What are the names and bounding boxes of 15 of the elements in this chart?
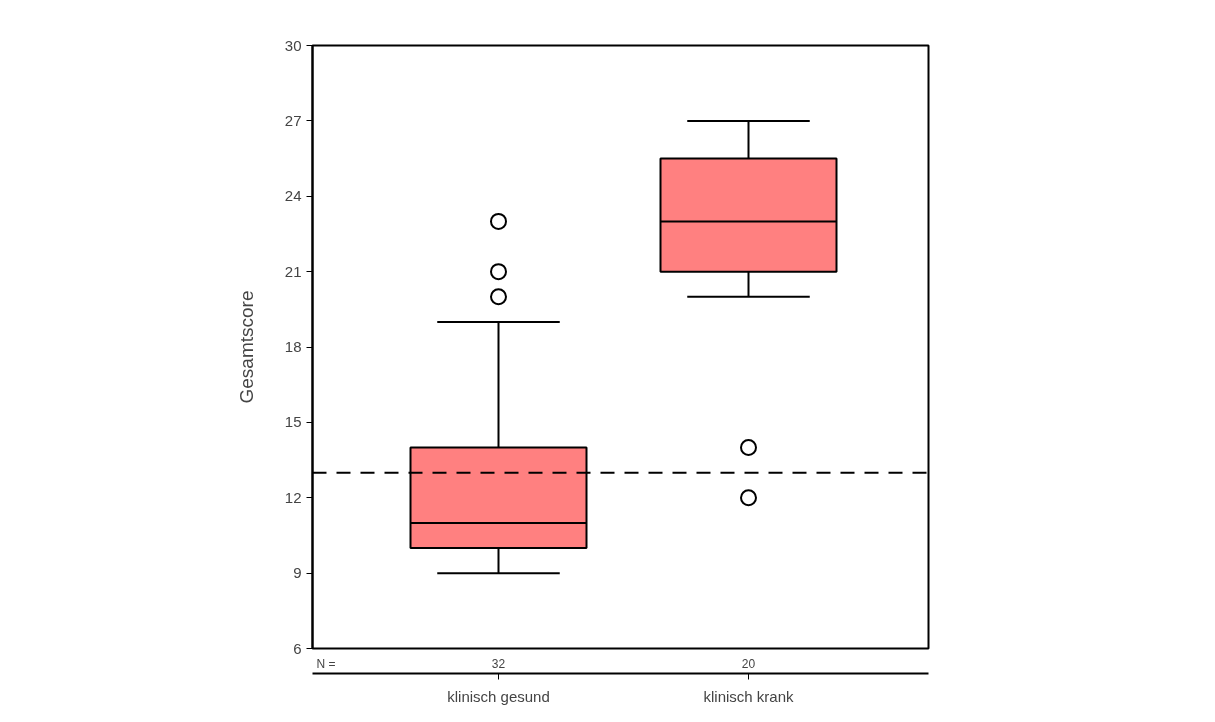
x-tick-label: klinisch krank bbox=[703, 687, 795, 705]
y-tick-label: 18 bbox=[284, 338, 302, 355]
y-tick-label: 15 bbox=[284, 413, 302, 431]
y-tick-label: 27 bbox=[284, 111, 302, 129]
text: 32 bbox=[491, 656, 506, 671]
y-tick-label: 6 bbox=[293, 639, 302, 657]
y-tick-label: 30 bbox=[284, 36, 302, 54]
x-tick-label: klinisch gesund bbox=[447, 687, 550, 705]
text: N = bbox=[316, 656, 336, 671]
y-tick-label: 9 bbox=[293, 564, 302, 582]
y-tick-label: 24 bbox=[284, 187, 302, 205]
text: 20 bbox=[741, 656, 756, 671]
y-tick-label: 21 bbox=[284, 262, 302, 280]
y-axis-title: Gesamtscore bbox=[235, 290, 257, 404]
y-tick-label: 12 bbox=[284, 488, 302, 506]
